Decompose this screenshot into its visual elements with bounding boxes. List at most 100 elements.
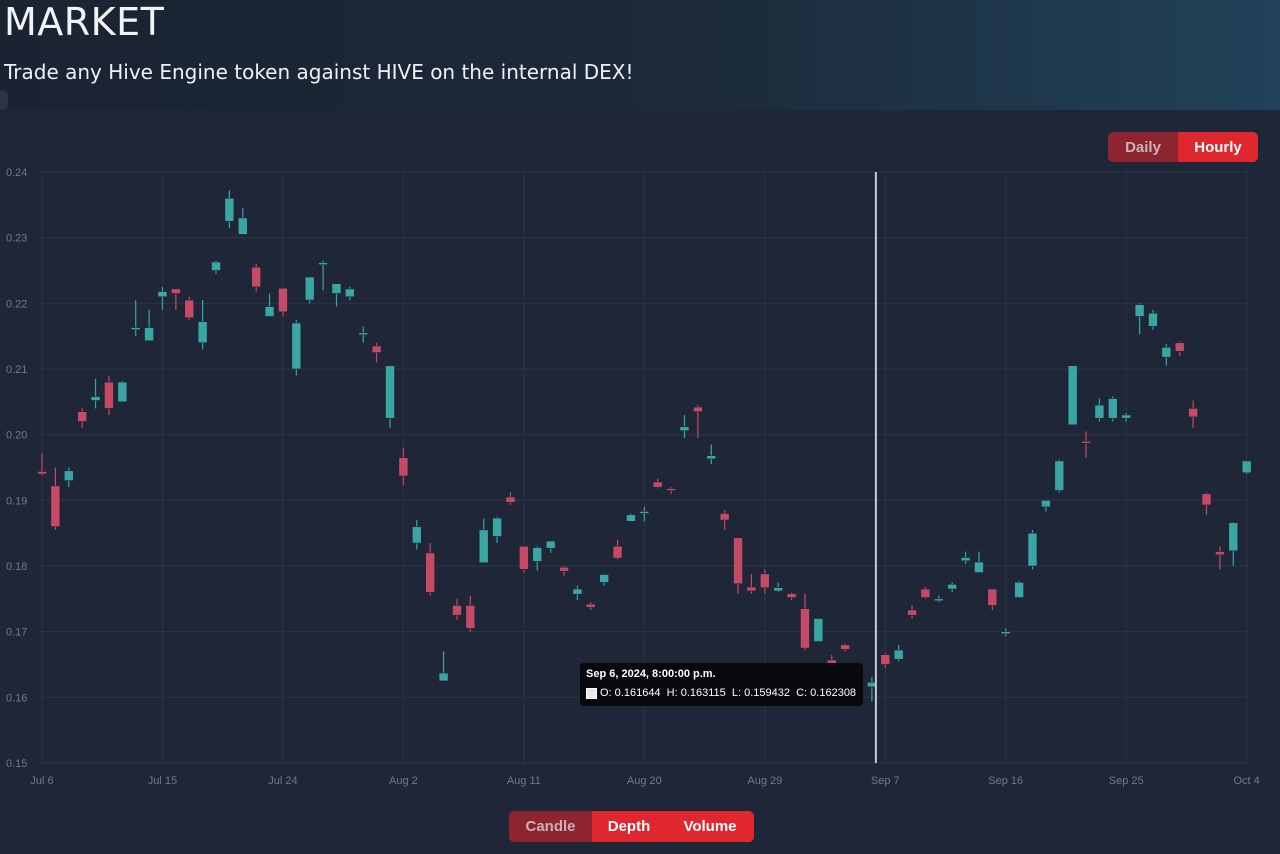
candle-body	[371, 345, 382, 353]
candle-body	[1121, 414, 1131, 419]
candle-body	[184, 299, 195, 319]
candle-body	[719, 513, 730, 521]
candle-body	[130, 327, 141, 330]
candle-body	[197, 321, 208, 344]
candle-body	[840, 644, 850, 650]
candle-body	[1134, 304, 1145, 317]
volume-button[interactable]: Volume	[666, 811, 754, 842]
candle-body	[974, 561, 984, 573]
candle-body	[478, 529, 489, 564]
candle-body	[572, 588, 583, 595]
candlestick-chart[interactable]: 0.15 0.16 0.17 0.18 0.19 0.20 0.21 0.22 0.23 0.24…	[0, 160, 1280, 800]
hourly-button[interactable]: Hourly	[1178, 132, 1258, 162]
candle-body	[398, 457, 409, 477]
candle-button[interactable]: Candle	[509, 811, 592, 842]
y-tick-label: 0.19	[6, 495, 27, 507]
y-tick-label: 0.17	[6, 627, 27, 639]
candle-body	[117, 381, 128, 403]
candle-tooltip: Sep 6, 2024, 8:00:00 p.m. O: 0.161644 H:…	[580, 663, 863, 706]
candle-body	[318, 262, 328, 265]
candle-body	[345, 288, 355, 298]
chart-view-toggle: Candle Depth Volume	[509, 811, 754, 842]
header-tab-nub	[0, 90, 8, 110]
candle-body	[1174, 342, 1185, 352]
candle-body	[63, 470, 74, 481]
tooltip-color-swatch	[586, 687, 597, 699]
candle-body	[1188, 408, 1198, 418]
page-header: MARKET Trade any Hive Engine token again…	[0, 0, 1280, 110]
candle-body	[746, 586, 757, 592]
y-tick-label: 0.15	[6, 758, 27, 770]
x-tick-label: Jul 15	[148, 775, 177, 787]
page-title: MARKET	[4, 0, 165, 44]
candle-body	[1215, 551, 1225, 556]
tooltip-date: Sep 6, 2024, 8:00:00 p.m.	[586, 668, 716, 680]
candle-body	[425, 552, 435, 593]
candle-body	[880, 654, 891, 665]
candle-body	[666, 488, 676, 491]
candle-body	[813, 618, 824, 642]
candle-body	[90, 396, 101, 401]
interval-toggle: Daily Hourly	[1108, 132, 1258, 162]
x-tick-label: Sep 16	[988, 775, 1023, 787]
candle-body	[639, 511, 650, 514]
y-tick-label: 0.23	[6, 233, 27, 245]
candle-body	[934, 598, 944, 602]
candle-body	[505, 496, 516, 503]
candle-body	[920, 588, 931, 598]
candle-body	[157, 291, 168, 298]
candle-body	[786, 593, 797, 598]
candle-body	[1067, 365, 1078, 426]
candle-body	[1041, 500, 1051, 508]
candle-body	[773, 587, 783, 592]
candle-body	[385, 365, 395, 419]
candle-body	[706, 455, 717, 460]
x-tick-label: Oct 4	[1234, 775, 1260, 787]
candle-body	[519, 545, 529, 570]
candle-body	[331, 283, 342, 294]
candle-body	[559, 567, 569, 572]
candle-body	[532, 547, 543, 562]
candle-body	[171, 288, 181, 294]
candle-body	[264, 306, 275, 317]
chart-panel	[0, 110, 1280, 854]
x-tick-label: Jul 24	[268, 775, 297, 787]
candle-body	[1228, 522, 1239, 552]
candle-body	[211, 261, 221, 271]
x-tick-label: Aug 11	[507, 775, 541, 787]
candle-body	[907, 609, 917, 616]
candle-body	[358, 332, 369, 336]
candle-body	[77, 411, 87, 422]
candle-body	[37, 471, 47, 475]
candle-body	[1161, 347, 1172, 358]
candle-body	[438, 672, 449, 682]
y-tick-label: 0.16	[6, 692, 27, 704]
y-tick-label: 0.22	[6, 298, 27, 310]
candle-body	[144, 327, 154, 342]
candle-body	[237, 217, 248, 235]
x-tick-label: Aug 20	[627, 775, 662, 787]
candle-body	[585, 603, 596, 608]
candle-body	[800, 608, 810, 649]
daily-button[interactable]: Daily	[1108, 132, 1178, 162]
candle-body	[960, 557, 971, 562]
page-subtitle: Trade any Hive Engine token against HIVE…	[4, 60, 634, 84]
candle-body	[1241, 460, 1252, 474]
candle-body	[1094, 404, 1105, 419]
candle-body	[1027, 532, 1038, 567]
candle-body	[987, 588, 998, 606]
candle-body	[411, 526, 422, 544]
y-tick-label: 0.24	[6, 167, 27, 179]
x-tick-label: Sep 7	[871, 775, 900, 787]
y-tick-label: 0.20	[6, 430, 27, 442]
depth-button[interactable]: Depth	[592, 811, 666, 842]
candle-body	[104, 381, 114, 409]
candle-body	[599, 574, 609, 583]
candle-body	[251, 266, 261, 288]
candle-body	[679, 426, 690, 432]
x-tick-label: Aug 2	[389, 775, 418, 787]
candle-body	[492, 517, 502, 537]
candle-body	[1000, 631, 1011, 634]
candle-body	[733, 537, 743, 585]
candle-body	[693, 406, 703, 412]
